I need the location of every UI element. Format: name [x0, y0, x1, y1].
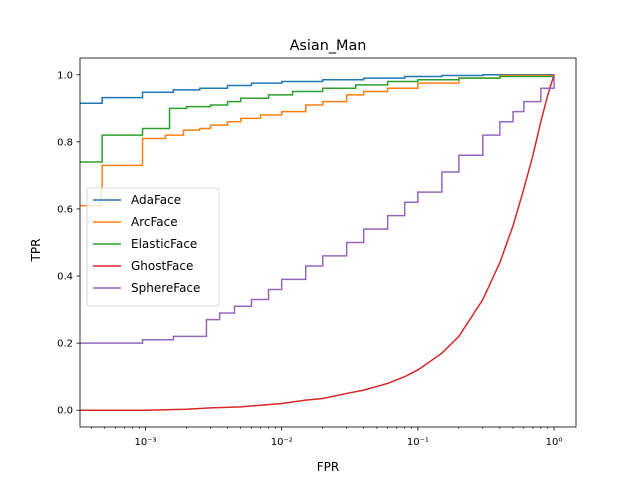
legend-label: GhostFace [131, 259, 193, 273]
legend-label: ArcFace [131, 215, 178, 229]
chart-title: Asian_Man [290, 38, 367, 54]
y-tick-label: 0.6 [57, 204, 73, 215]
legend-box [86, 187, 220, 307]
legend: AdaFace ArcFace ElasticFace GhostFace Sphere… [86, 187, 220, 307]
series-line-sphereface [80, 74, 555, 344]
x-tick-label: 10⁻² [271, 437, 293, 448]
y-tick-label: 1.0 [57, 70, 73, 81]
plot-area [80, 74, 555, 411]
y-axis-label: TPR [29, 239, 43, 263]
x-tick-label: 10⁻³ [135, 437, 157, 448]
series-line-arcface [80, 74, 555, 207]
y-tick-label: 0.8 [57, 137, 73, 148]
legend-label: ElasticFace [131, 237, 197, 251]
series-line-adaface [80, 74, 555, 105]
axes-frame [79, 57, 577, 428]
y-tick-label: 0.2 [57, 339, 73, 350]
y-tick-label: 0.4 [57, 272, 73, 283]
x-tick-label: 10⁻¹ [407, 437, 429, 448]
legend-label: SphereFace [131, 281, 200, 295]
legend-label: AdaFace [131, 193, 181, 207]
axes: 10⁻³ 10⁻² 10⁻¹ 10⁰ 0.0 0.2 0.4 0.6 0.8 1.0 [57, 57, 577, 448]
series-line-ghostface [80, 74, 555, 411]
series-line-elasticface [80, 74, 555, 163]
x-tick-label: 10⁰ [546, 437, 563, 448]
x-axis-label: FPR [317, 460, 339, 474]
y-tick-label: 0.0 [57, 406, 73, 417]
